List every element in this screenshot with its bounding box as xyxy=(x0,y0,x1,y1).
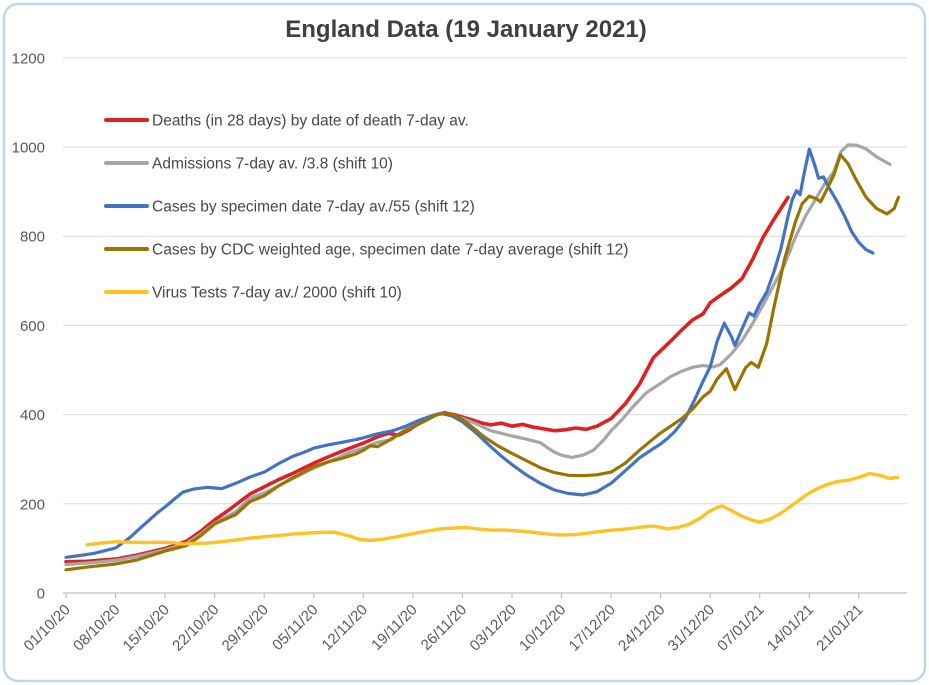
x-tick-label: 15/10/20 xyxy=(120,601,173,654)
legend: Deaths (in 28 days) by date of death 7-d… xyxy=(104,113,628,302)
x-tick-label: 29/10/20 xyxy=(219,601,272,654)
x-tick-label: 03/12/20 xyxy=(467,601,520,654)
x-tick-label: 08/10/20 xyxy=(70,601,123,654)
x-tick-label: 22/10/20 xyxy=(169,601,222,654)
legend-item-deaths: Deaths (in 28 days) by date of death 7-d… xyxy=(104,113,469,130)
x-tick-label: 19/11/20 xyxy=(368,601,421,654)
chart-title: England Data (19 January 2021) xyxy=(285,16,646,43)
legend-item-cases-specimen: Cases by specimen date 7-day av./55 (shi… xyxy=(104,199,475,216)
x-tick-label: 07/01/21 xyxy=(714,601,767,654)
y-tick-label: 1200 xyxy=(12,50,45,67)
legend-label-virus-tests: Virus Tests 7-day av./ 2000 (shift 10) xyxy=(152,285,402,302)
series-line-cases-specimen xyxy=(64,147,875,559)
legend-item-virus-tests: Virus Tests 7-day av./ 2000 (shift 10) xyxy=(104,285,402,302)
y-tick-label: 800 xyxy=(20,229,45,246)
x-tick-label: 24/12/20 xyxy=(615,601,668,654)
x-tick-label: 01/10/20 xyxy=(21,601,74,654)
y-axis: 0 200 400 600 800 1000 1200 xyxy=(12,50,45,602)
x-tick-label: 26/11/20 xyxy=(418,601,471,654)
series-line-cases-cdc-weighted xyxy=(64,153,901,572)
y-tick-label: 1000 xyxy=(12,140,45,157)
legend-label-admissions: Admissions 7-day av. /3.8 (shift 10) xyxy=(152,156,393,173)
x-tick-label: 31/12/20 xyxy=(665,601,718,654)
series-line-deaths xyxy=(64,195,790,564)
legend-label-cases-cdc-weighted: Cases by CDC weighted age, specimen date… xyxy=(152,242,628,259)
series-line-virus-tests xyxy=(85,471,900,547)
x-tick-label: 17/12/20 xyxy=(566,601,619,654)
x-tick-label: 10/12/20 xyxy=(516,601,569,654)
x-tick-label: 12/11/20 xyxy=(319,601,372,654)
legend-label-deaths: Deaths (in 28 days) by date of death 7-d… xyxy=(152,113,469,130)
y-tick-label: 400 xyxy=(20,407,45,424)
y-tick-label: 0 xyxy=(37,586,45,603)
x-axis: 01/10/2008/10/2015/10/2022/10/2029/10/20… xyxy=(21,592,907,655)
y-tick-label: 200 xyxy=(20,496,45,513)
series-lines xyxy=(64,143,901,572)
x-tick-label: 21/01/21 xyxy=(813,601,866,654)
x-tick-label: 14/01/21 xyxy=(764,601,817,654)
legend-item-admissions: Admissions 7-day av. /3.8 (shift 10) xyxy=(104,156,393,173)
x-tick-label: 05/11/20 xyxy=(269,601,322,654)
y-tick-label: 600 xyxy=(20,318,45,335)
gridlines xyxy=(63,57,907,594)
legend-item-cases-cdc-weighted: Cases by CDC weighted age, specimen date… xyxy=(104,242,628,259)
legend-label-cases-specimen: Cases by specimen date 7-day av./55 (shi… xyxy=(152,199,475,216)
